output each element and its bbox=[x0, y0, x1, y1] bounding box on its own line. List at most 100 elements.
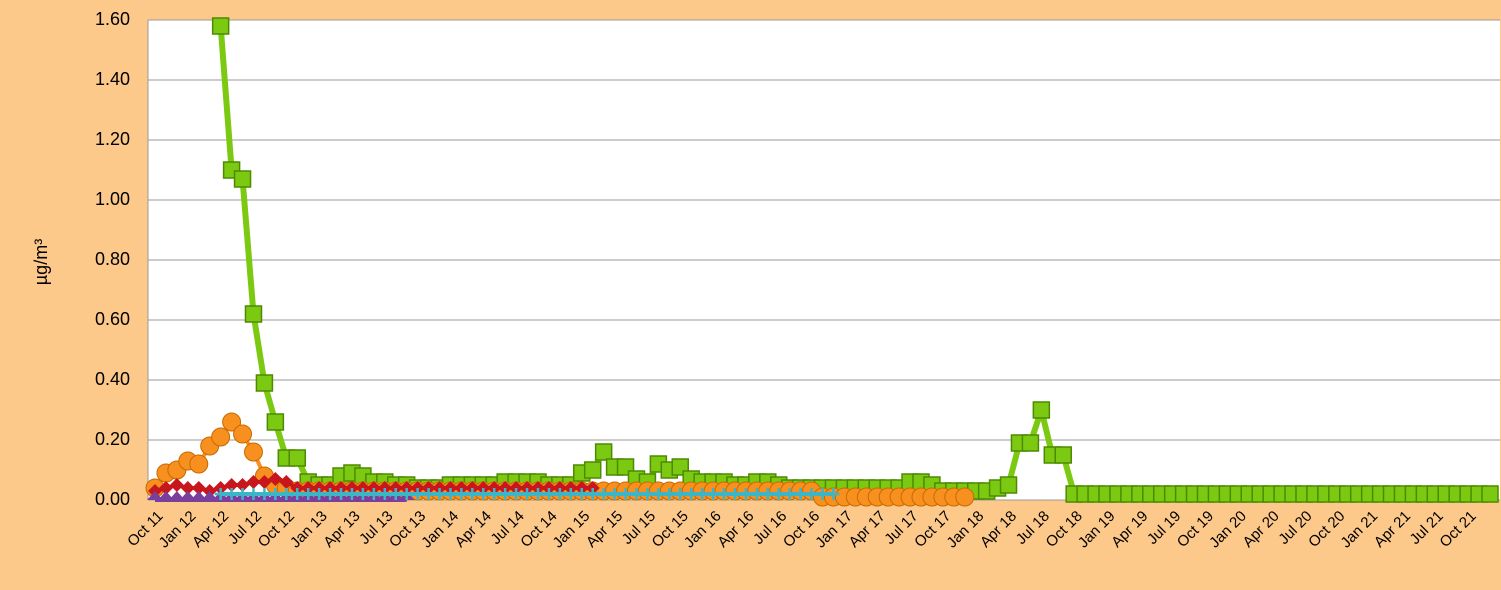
x-tick-label: Jan 21 bbox=[1337, 508, 1381, 552]
marker bbox=[191, 481, 206, 495]
marker bbox=[288, 449, 307, 467]
x-tick-label: Jan 20 bbox=[1206, 508, 1250, 552]
marker bbox=[268, 472, 283, 486]
x-tick-label: Jan 13 bbox=[287, 508, 331, 552]
marker bbox=[279, 475, 294, 489]
marker bbox=[728, 488, 741, 500]
x-tick-label: Apr 20 bbox=[1240, 508, 1283, 551]
marker bbox=[179, 491, 196, 500]
marker bbox=[739, 488, 752, 500]
y-tick-label: 1.20 bbox=[95, 129, 130, 149]
marker bbox=[750, 488, 763, 500]
marker bbox=[378, 488, 391, 500]
marker bbox=[594, 443, 613, 461]
x-tick-label: Apr 16 bbox=[714, 508, 757, 551]
marker bbox=[367, 488, 380, 500]
x-tick-label: Apr 12 bbox=[189, 508, 232, 551]
marker bbox=[233, 424, 253, 444]
marker bbox=[255, 374, 274, 392]
marker bbox=[247, 488, 260, 500]
x-tick-label: Jan 14 bbox=[418, 508, 462, 552]
marker bbox=[761, 488, 774, 500]
y-tick-label: 1.60 bbox=[95, 9, 130, 29]
marker bbox=[499, 488, 512, 500]
marker bbox=[608, 488, 621, 500]
marker bbox=[531, 488, 544, 500]
marker bbox=[400, 488, 413, 500]
marker bbox=[169, 478, 184, 492]
marker bbox=[433, 488, 446, 500]
marker bbox=[180, 481, 195, 495]
marker bbox=[233, 170, 252, 188]
marker bbox=[269, 488, 282, 500]
marker bbox=[575, 488, 588, 500]
x-tick-label: Apr 14 bbox=[452, 508, 495, 551]
marker bbox=[510, 488, 523, 500]
marker bbox=[955, 487, 975, 507]
marker bbox=[1032, 401, 1051, 419]
y-tick-label: 0.60 bbox=[95, 309, 130, 329]
marker bbox=[663, 488, 676, 500]
marker bbox=[1481, 485, 1499, 503]
x-tick-label: Oct 21 bbox=[1436, 508, 1479, 551]
marker bbox=[805, 488, 818, 500]
marker bbox=[674, 488, 687, 500]
x-tick-label: Jan 18 bbox=[943, 508, 987, 552]
marker bbox=[266, 413, 285, 431]
marker bbox=[246, 475, 261, 489]
x-tick-label: Apr 13 bbox=[320, 508, 363, 551]
y-tick-label: 0.80 bbox=[95, 249, 130, 269]
marker bbox=[211, 427, 231, 447]
marker bbox=[302, 488, 315, 500]
marker bbox=[211, 17, 230, 35]
marker bbox=[477, 488, 490, 500]
marker bbox=[291, 488, 304, 500]
marker bbox=[816, 488, 829, 500]
marker bbox=[225, 488, 238, 500]
x-tick-label: Apr 19 bbox=[1108, 508, 1151, 551]
marker bbox=[1021, 434, 1040, 452]
x-tick-label: Jan 19 bbox=[1075, 508, 1119, 552]
y-tick-label: 1.00 bbox=[95, 189, 130, 209]
marker bbox=[280, 488, 293, 500]
marker bbox=[696, 488, 709, 500]
marker bbox=[553, 488, 566, 500]
marker bbox=[201, 491, 218, 500]
marker bbox=[1054, 446, 1072, 464]
marker bbox=[422, 488, 435, 500]
marker bbox=[168, 491, 185, 500]
marker bbox=[999, 476, 1018, 494]
marker bbox=[157, 491, 174, 500]
marker bbox=[564, 488, 577, 500]
marker bbox=[707, 488, 720, 500]
marker bbox=[147, 491, 163, 500]
y-tick-label: 1.40 bbox=[95, 69, 130, 89]
marker bbox=[583, 461, 602, 479]
marker bbox=[641, 488, 654, 500]
marker bbox=[236, 488, 249, 500]
marker bbox=[356, 488, 369, 500]
marker bbox=[189, 454, 209, 474]
marker bbox=[630, 488, 643, 500]
marker bbox=[542, 488, 555, 500]
marker bbox=[466, 488, 479, 500]
x-tick-label: Apr 17 bbox=[846, 508, 889, 551]
x-tick-label: Jan 12 bbox=[156, 508, 200, 552]
x-tick-label: Apr 21 bbox=[1371, 508, 1414, 551]
x-tick-label: Jan 16 bbox=[681, 508, 725, 552]
marker bbox=[214, 488, 227, 500]
marker bbox=[235, 478, 250, 492]
marker bbox=[444, 488, 457, 500]
marker bbox=[586, 488, 599, 500]
marker bbox=[794, 488, 807, 500]
marker bbox=[597, 488, 610, 500]
marker bbox=[772, 488, 785, 500]
marker bbox=[619, 488, 632, 500]
marker bbox=[455, 488, 468, 500]
marker bbox=[652, 488, 665, 500]
marker bbox=[224, 478, 239, 492]
y-axis-label: µg/m³ bbox=[31, 239, 51, 285]
marker bbox=[718, 488, 731, 500]
marker bbox=[190, 491, 207, 500]
